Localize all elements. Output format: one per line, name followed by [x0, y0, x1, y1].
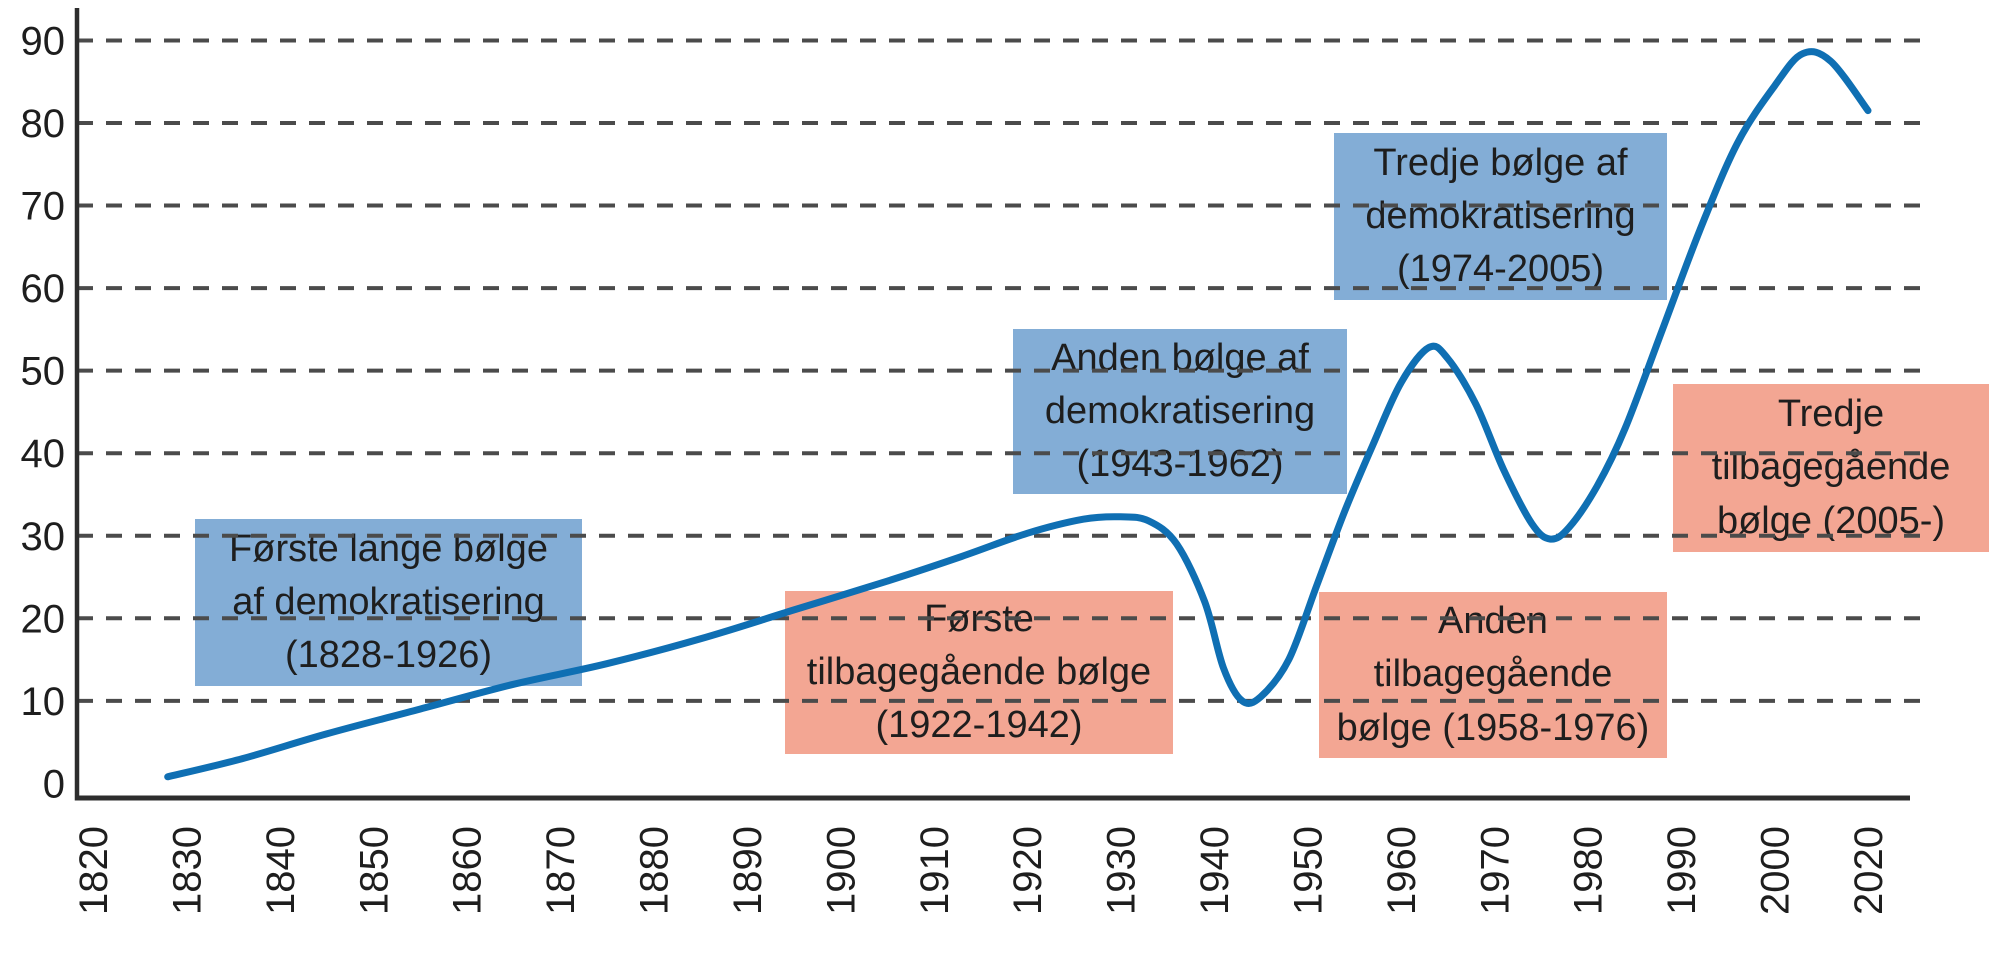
y-tick-label-10: 10	[21, 680, 66, 724]
annotation-third-reverse-wave: Tredje tilbagegående bølge (2005-)	[1673, 384, 1989, 552]
annotation-first-long-wave: Første lange bølge af demokratisering (1…	[195, 519, 582, 686]
x-tick-label-1990: 1990	[1660, 826, 1704, 915]
y-tick-label-70: 70	[21, 185, 66, 229]
x-tick-label-1900: 1900	[819, 826, 863, 915]
x-tick-label-1840: 1840	[259, 826, 303, 915]
y-tick-label-30: 30	[21, 515, 66, 559]
x-tick-label-2000: 2000	[1754, 826, 1798, 915]
x-tick-label-1940: 1940	[1193, 826, 1237, 915]
y-tick-label-40: 40	[21, 432, 66, 476]
x-tick-label-1890: 1890	[726, 826, 770, 915]
y-tick-label-0: 0	[43, 762, 65, 806]
x-tick-label-1870: 1870	[539, 826, 583, 915]
x-tick-label-1880: 1880	[633, 826, 677, 915]
annotation-second-reverse-wave: Anden tilbagegående bølge (1958-1976)	[1319, 592, 1667, 758]
annotation-third-wave: Tredje bølge af demokratisering (1974-20…	[1334, 133, 1667, 300]
x-tick-label-1850: 1850	[352, 826, 396, 915]
annotation-first-reverse-wave: Første tilbagegående bølge (1922-1942)	[785, 591, 1173, 754]
y-tick-label-50: 50	[21, 350, 66, 394]
x-tick-label-1910: 1910	[913, 826, 957, 915]
y-tick-label-80: 80	[21, 102, 66, 146]
x-tick-label-1960: 1960	[1380, 826, 1424, 915]
x-tick-label-1970: 1970	[1473, 826, 1517, 915]
y-tick-label-20: 20	[21, 597, 66, 641]
x-tick-label-2020: 2020	[1847, 826, 1891, 915]
x-tick-label-1930: 1930	[1100, 826, 1144, 915]
x-tick-label-1950: 1950	[1286, 826, 1330, 915]
x-tick-label-1980: 1980	[1567, 826, 1611, 915]
x-tick-label-1830: 1830	[165, 826, 209, 915]
annotation-second-wave: Anden bølge af demokratisering (1943-196…	[1013, 329, 1347, 494]
y-tick-label-60: 60	[21, 267, 66, 311]
x-tick-label-1860: 1860	[446, 826, 490, 915]
x-tick-label-1920: 1920	[1006, 826, 1050, 915]
x-tick-label-1820: 1820	[72, 826, 116, 915]
y-tick-label-90: 90	[21, 19, 66, 63]
